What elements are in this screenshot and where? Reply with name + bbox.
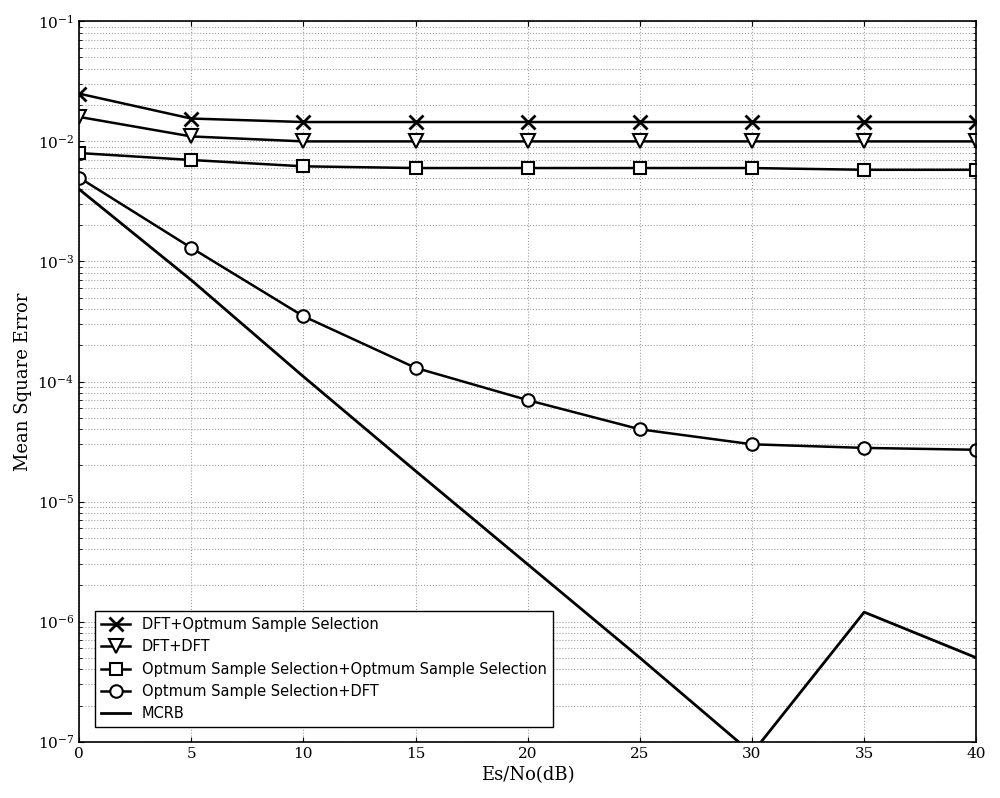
X-axis label: Es/No(dB): Es/No(dB) [481,766,575,784]
Optmum Sample Selection+Optmum Sample Selection [522,164,534,173]
Optmum Sample Selection+Optmum Sample Selection [746,164,758,173]
Optmum Sample Selection+DFT [858,443,870,452]
MCRB [970,653,982,662]
Line: DFT+Optmum Sample Selection: DFT+Optmum Sample Selection [72,87,983,129]
MCRB [858,607,870,617]
Legend: DFT+Optmum Sample Selection, DFT+DFT, Optmum Sample Selection+Optmum Sample Sele: DFT+Optmum Sample Selection, DFT+DFT, Op… [95,611,553,727]
Optmum Sample Selection+Optmum Sample Selection [634,164,646,173]
Optmum Sample Selection+Optmum Sample Selection [185,155,197,164]
DFT+Optmum Sample Selection [970,117,982,127]
DFT+DFT [970,136,982,146]
Optmum Sample Selection+Optmum Sample Selection [297,161,309,171]
DFT+Optmum Sample Selection [522,117,534,127]
MCRB [634,653,646,662]
MCRB [410,466,422,476]
Optmum Sample Selection+DFT [73,172,85,182]
MCRB [522,559,534,569]
DFT+Optmum Sample Selection [634,117,646,127]
DFT+Optmum Sample Selection [185,114,197,124]
DFT+DFT [73,112,85,121]
Optmum Sample Selection+DFT [522,395,534,405]
DFT+DFT [634,136,646,146]
Optmum Sample Selection+Optmum Sample Selection [73,148,85,158]
MCRB [746,749,758,758]
MCRB [297,372,309,381]
MCRB [185,275,197,285]
DFT+Optmum Sample Selection [858,117,870,127]
Y-axis label: Mean Square Error: Mean Square Error [14,292,32,471]
Optmum Sample Selection+DFT [746,440,758,449]
DFT+DFT [297,136,309,146]
Optmum Sample Selection+Optmum Sample Selection [410,164,422,173]
DFT+DFT [522,136,534,146]
Optmum Sample Selection+Optmum Sample Selection [970,165,982,175]
Optmum Sample Selection+DFT [970,445,982,455]
Line: DFT+DFT: DFT+DFT [72,110,983,148]
Optmum Sample Selection+DFT [634,425,646,434]
DFT+Optmum Sample Selection [297,117,309,127]
DFT+DFT [185,132,197,141]
DFT+Optmum Sample Selection [73,89,85,98]
Line: Optmum Sample Selection+DFT: Optmum Sample Selection+DFT [73,172,983,456]
DFT+DFT [410,136,422,146]
Line: MCRB: MCRB [79,189,976,753]
MCRB [73,184,85,194]
Optmum Sample Selection+DFT [410,363,422,373]
DFT+DFT [746,136,758,146]
Line: Optmum Sample Selection+Optmum Sample Selection: Optmum Sample Selection+Optmum Sample Se… [73,147,983,176]
Optmum Sample Selection+Optmum Sample Selection [858,165,870,175]
Optmum Sample Selection+DFT [185,243,197,252]
DFT+DFT [858,136,870,146]
Optmum Sample Selection+DFT [297,311,309,321]
DFT+Optmum Sample Selection [410,117,422,127]
DFT+Optmum Sample Selection [746,117,758,127]
